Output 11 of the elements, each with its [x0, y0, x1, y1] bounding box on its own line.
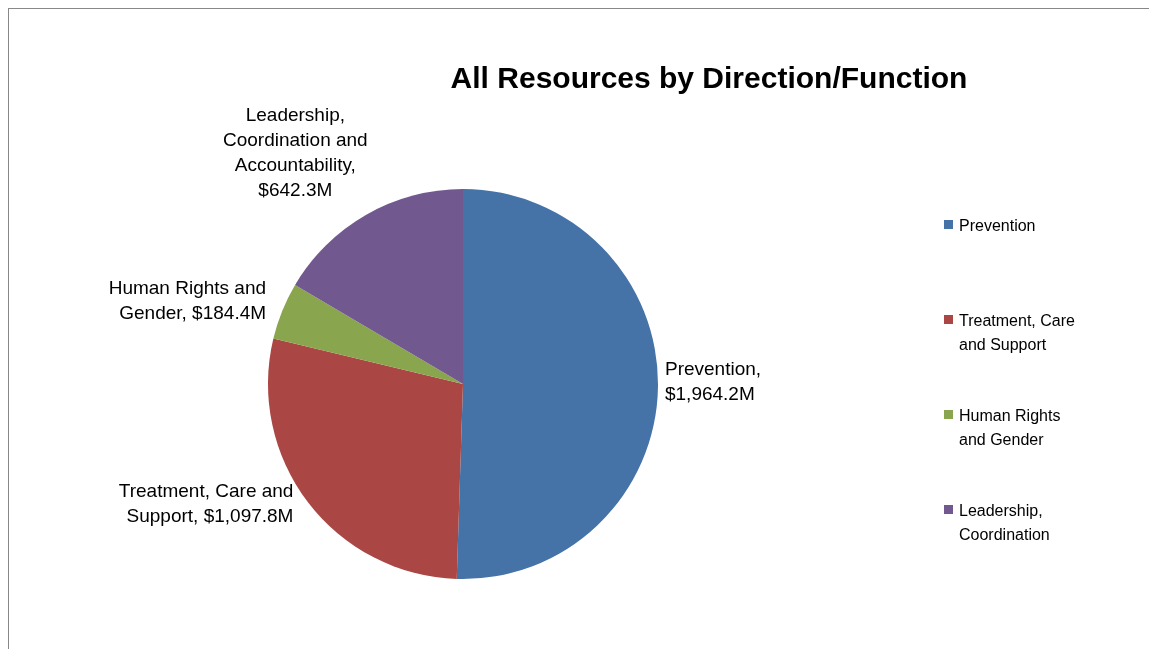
data-label: Human Rights and Gender, $184.4M	[108, 276, 267, 323]
legend-label: Prevention	[959, 216, 1037, 236]
pie-slice	[273, 284, 463, 384]
legend-label: Treatment, Care and Support	[959, 311, 1076, 355]
legend-label: Leadership, Coordination	[959, 501, 1051, 545]
data-label: Treatment, Care and Support, $1,097.8M	[118, 480, 294, 527]
data-label: Leadership, Coordination and Accountability, $642.3M	[222, 104, 368, 201]
pie-slice	[456, 189, 658, 579]
chart-title: All Resources by Direction/Function	[449, 61, 969, 95]
legend-label: Human Rights and Gender	[959, 406, 1062, 450]
data-label: Prevention, $1,964.2M	[664, 357, 762, 404]
